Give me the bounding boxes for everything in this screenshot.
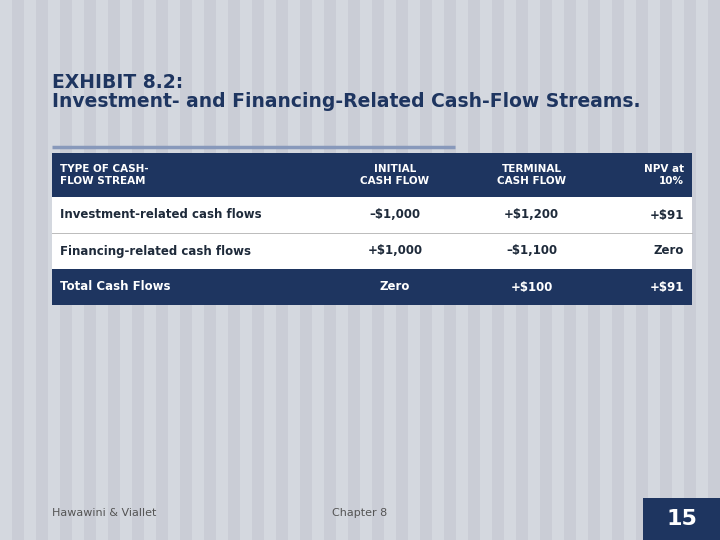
Bar	[52, 153, 692, 197]
Bar	[408, 0, 420, 540]
Text: 15: 15	[666, 509, 697, 529]
Bar	[684, 0, 696, 540]
Bar	[540, 0, 552, 540]
Bar	[96, 0, 108, 540]
Bar	[643, 498, 720, 540]
Bar	[492, 0, 504, 540]
Bar	[156, 0, 168, 540]
Text: INITIAL
CASH FLOW: INITIAL CASH FLOW	[361, 164, 430, 186]
Text: Zero: Zero	[380, 280, 410, 294]
Bar	[228, 0, 240, 540]
Bar	[0, 0, 12, 540]
Bar	[264, 0, 276, 540]
Text: Investment- and Financing-Related Cash-Flow Streams.: Investment- and Financing-Related Cash-F…	[52, 92, 641, 111]
Bar	[216, 0, 228, 540]
Text: Chapter 8: Chapter 8	[333, 508, 387, 518]
Bar	[636, 0, 648, 540]
Bar	[396, 0, 408, 540]
Bar	[120, 0, 132, 540]
Bar	[480, 0, 492, 540]
Bar	[312, 0, 324, 540]
Bar	[660, 0, 672, 540]
Text: –$1,000: –$1,000	[369, 208, 420, 221]
Bar	[192, 0, 204, 540]
Text: +$91: +$91	[649, 208, 684, 221]
Bar	[588, 0, 600, 540]
Bar	[24, 0, 36, 540]
Bar	[516, 0, 528, 540]
Bar	[84, 0, 96, 540]
Bar	[52, 233, 692, 269]
Bar	[504, 0, 516, 540]
Bar	[300, 0, 312, 540]
Bar	[180, 0, 192, 540]
Text: +$1,000: +$1,000	[367, 245, 423, 258]
Bar	[696, 0, 708, 540]
Bar	[336, 0, 348, 540]
Text: TERMINAL
CASH FLOW: TERMINAL CASH FLOW	[497, 164, 566, 186]
Bar	[72, 0, 84, 540]
Text: NPV at
10%: NPV at 10%	[644, 164, 684, 186]
Bar	[60, 0, 72, 540]
Bar	[48, 0, 60, 540]
Bar	[348, 0, 360, 540]
Text: –$1,100: –$1,100	[506, 245, 557, 258]
Text: +$1,200: +$1,200	[504, 208, 559, 221]
Bar	[360, 0, 372, 540]
Bar	[144, 0, 156, 540]
Bar	[252, 0, 264, 540]
Bar	[708, 0, 720, 540]
Bar	[672, 0, 684, 540]
Text: Zero: Zero	[654, 245, 684, 258]
Bar	[240, 0, 252, 540]
Bar	[576, 0, 588, 540]
Bar	[276, 0, 288, 540]
Bar	[564, 0, 576, 540]
Bar	[132, 0, 144, 540]
Bar	[372, 0, 384, 540]
Bar	[600, 0, 612, 540]
Text: Investment-related cash flows: Investment-related cash flows	[60, 208, 261, 221]
Bar	[648, 0, 660, 540]
Bar	[432, 0, 444, 540]
Bar	[168, 0, 180, 540]
Bar	[444, 0, 456, 540]
Bar	[528, 0, 540, 540]
Bar	[36, 0, 48, 540]
Bar	[384, 0, 396, 540]
Bar	[624, 0, 636, 540]
Text: +$91: +$91	[649, 280, 684, 294]
Bar	[420, 0, 432, 540]
Text: Financing-related cash flows: Financing-related cash flows	[60, 245, 251, 258]
Text: Total Cash Flows: Total Cash Flows	[60, 280, 171, 294]
Text: +$100: +$100	[510, 280, 553, 294]
Bar	[468, 0, 480, 540]
Bar	[52, 197, 692, 233]
Bar	[612, 0, 624, 540]
Bar	[324, 0, 336, 540]
Bar	[552, 0, 564, 540]
Text: TYPE OF CASH-
FLOW STREAM: TYPE OF CASH- FLOW STREAM	[60, 164, 148, 186]
Bar	[456, 0, 468, 540]
Bar	[108, 0, 120, 540]
Bar	[288, 0, 300, 540]
Bar	[204, 0, 216, 540]
Bar	[12, 0, 24, 540]
Text: EXHIBIT 8.2:: EXHIBIT 8.2:	[52, 73, 184, 92]
Bar	[52, 269, 692, 305]
Text: Hawawini & Viallet: Hawawini & Viallet	[52, 508, 156, 518]
